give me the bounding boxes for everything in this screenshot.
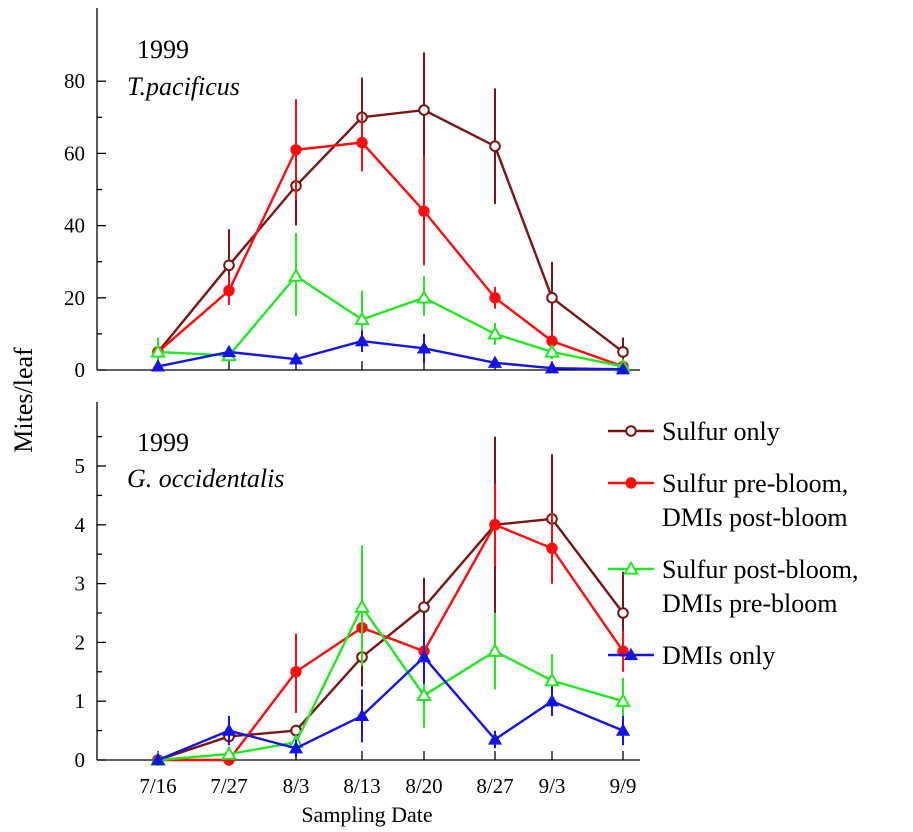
legend-item-dmis-only: DMIs only xyxy=(608,641,775,670)
y-tick-label: 80 xyxy=(64,69,85,93)
x-tick-label: 8/27 xyxy=(476,774,513,798)
panel-subtitle-top: T.pacificus xyxy=(127,72,240,101)
legend-label: DMIs post-bloom xyxy=(662,503,848,532)
legend-label: Sulfur post-bloom, xyxy=(662,555,858,584)
data-point xyxy=(544,693,560,707)
data-point xyxy=(489,292,501,304)
data-point xyxy=(290,144,302,156)
y-tick-label: 5 xyxy=(75,454,86,478)
data-point xyxy=(546,542,558,555)
data-point xyxy=(356,136,368,149)
series-line xyxy=(157,655,624,762)
data-point xyxy=(487,732,503,745)
y-tick-label: 20 xyxy=(64,286,85,310)
y-tick-label: 1 xyxy=(75,689,86,713)
data-point xyxy=(416,687,432,701)
data-point xyxy=(487,355,503,368)
y-tick-label: 3 xyxy=(75,572,86,596)
x-tick-label: 8/20 xyxy=(405,774,442,798)
x-tick-label: 8/13 xyxy=(343,774,380,798)
chart-panel-g-occidentalis: 1999 G. occidentalis 0 1 2 3 4 5 7/16 7/27 8/3 8/… xyxy=(75,402,640,798)
data-point xyxy=(418,104,430,116)
panel-title-bottom: 1999 xyxy=(137,428,189,457)
y-axis-label: Mites/leaf xyxy=(9,347,38,453)
data-point xyxy=(489,140,501,152)
x-axis-label: Sampling Date xyxy=(301,802,432,827)
series-line xyxy=(157,517,624,762)
data-point xyxy=(354,708,370,722)
data-point xyxy=(150,359,166,372)
series-line xyxy=(157,604,624,762)
series-line xyxy=(157,108,624,353)
data-point xyxy=(354,333,370,347)
series-dmis-only xyxy=(150,630,631,766)
data-point xyxy=(615,692,631,707)
panel-subtitle-bottom: G. occidentalis xyxy=(127,464,284,493)
data-point xyxy=(615,362,631,375)
data-point xyxy=(290,666,302,678)
series-dmis-only xyxy=(150,330,631,375)
legend-label: DMIs only xyxy=(662,641,775,670)
x-tick-label: 7/27 xyxy=(210,774,247,798)
data-point xyxy=(223,284,235,297)
data-point xyxy=(288,267,304,282)
data-point xyxy=(288,351,304,365)
data-point xyxy=(354,311,370,326)
y-tick-label: 40 xyxy=(64,214,85,238)
y-tick-label: 4 xyxy=(75,513,86,537)
y-tick-label: 60 xyxy=(64,141,85,165)
data-point xyxy=(615,723,631,736)
legend-marker xyxy=(625,425,637,437)
data-point xyxy=(544,360,560,374)
data-point xyxy=(416,289,432,304)
series-line xyxy=(157,141,624,368)
legend-label: Sulfur only xyxy=(662,417,780,446)
data-point xyxy=(150,752,166,766)
data-point xyxy=(544,672,560,687)
panel-title-top: 1999 xyxy=(137,35,189,64)
y-tick-label: 0 xyxy=(75,748,86,772)
legend-marker xyxy=(623,647,639,661)
legend-marker xyxy=(623,560,639,575)
data-point xyxy=(487,643,503,657)
data-point xyxy=(489,519,501,531)
data-point xyxy=(487,325,503,340)
series-line xyxy=(157,339,624,371)
y-tick-label: 0 xyxy=(75,358,86,382)
legend-label: DMIs pre-bloom xyxy=(662,589,837,618)
data-point xyxy=(221,344,237,358)
data-point xyxy=(221,745,237,760)
series-sulfur-pre-bloom-dmis-post-bloom xyxy=(152,99,629,373)
data-point xyxy=(418,205,430,217)
legend-item-sulfur-only: Sulfur only xyxy=(608,417,780,446)
series-line xyxy=(158,523,624,762)
legend-marker xyxy=(625,477,637,489)
legend-item-sulfur-pre-bloom-dmis-post-bloom: Sulfur pre-bloom, DMIs post-bloom xyxy=(608,469,848,532)
data-point xyxy=(150,343,166,358)
x-tick-label: 9/9 xyxy=(610,774,637,798)
data-point xyxy=(221,723,237,736)
series-sulfur-post-bloom-dmis-pre-bloom xyxy=(150,232,631,373)
legend: Sulfur only Sulfur pre-bloom, DMIs post-bl… xyxy=(608,417,858,670)
data-point xyxy=(416,649,432,663)
data-point xyxy=(546,292,558,304)
y-tick-label: 2 xyxy=(75,630,86,654)
x-tick-label: 9/3 xyxy=(539,774,566,798)
data-point xyxy=(416,341,432,354)
x-tick-label: 7/16 xyxy=(139,774,176,798)
x-tick-label: 8/3 xyxy=(283,774,310,798)
chart-panel-t-pacificus: 1999 T.pacificus 0 20 40 60 80 xyxy=(64,8,640,382)
data-point xyxy=(288,741,304,754)
data-point xyxy=(617,607,629,619)
data-point xyxy=(223,259,235,272)
legend-label: Sulfur pre-bloom, xyxy=(662,469,848,498)
data-point xyxy=(418,601,430,613)
series-line xyxy=(157,274,624,368)
data-point xyxy=(354,598,370,613)
data-point xyxy=(544,343,560,358)
legend-item-sulfur-post-bloom-dmis-pre-bloom: Sulfur post-bloom, DMIs pre-bloom xyxy=(608,555,858,618)
data-point xyxy=(617,346,629,358)
